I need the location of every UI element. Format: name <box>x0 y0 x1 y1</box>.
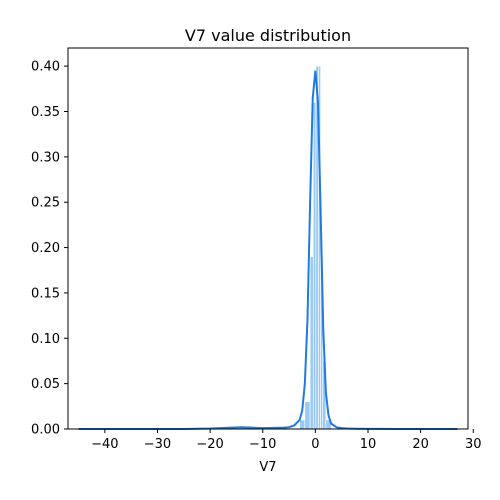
y-tick-label: 0.30 <box>31 150 60 165</box>
kde-line <box>78 70 458 430</box>
x-tick-label: 10 <box>360 437 377 452</box>
y-tick-label: 0.20 <box>31 241 60 256</box>
y-tick-label: 0.15 <box>31 286 60 301</box>
x-tick-label: −10 <box>249 437 276 452</box>
x-tick-label: 20 <box>412 437 429 452</box>
x-axis-label: V7 <box>259 460 276 475</box>
y-tick-label: 0.35 <box>31 105 60 120</box>
y-tick-label: 0.10 <box>31 332 60 347</box>
y-tick-label: 0.00 <box>31 423 60 438</box>
histogram-bar <box>304 401 311 430</box>
axes-frame <box>67 47 469 430</box>
y-tick-label: 0.40 <box>31 60 60 75</box>
x-tick-label: −30 <box>144 437 171 452</box>
histogram-bar <box>309 256 314 430</box>
histogram-bar <box>312 102 317 430</box>
y-tick-label: 0.05 <box>31 377 60 392</box>
x-tick-label: 30 <box>465 437 482 452</box>
x-tick-label: 0 <box>311 437 319 452</box>
x-tick-label: −40 <box>91 437 118 452</box>
chart-title: V7 value distribution <box>185 26 351 45</box>
y-tick-label: 0.25 <box>31 196 60 211</box>
x-tick-label: −20 <box>196 437 223 452</box>
histogram-bar <box>299 419 306 430</box>
plot-area: −40 −30 −20 −10 0 10 20 30 0.00 0.05 0.10 0.15 0.20 0… <box>31 47 482 452</box>
